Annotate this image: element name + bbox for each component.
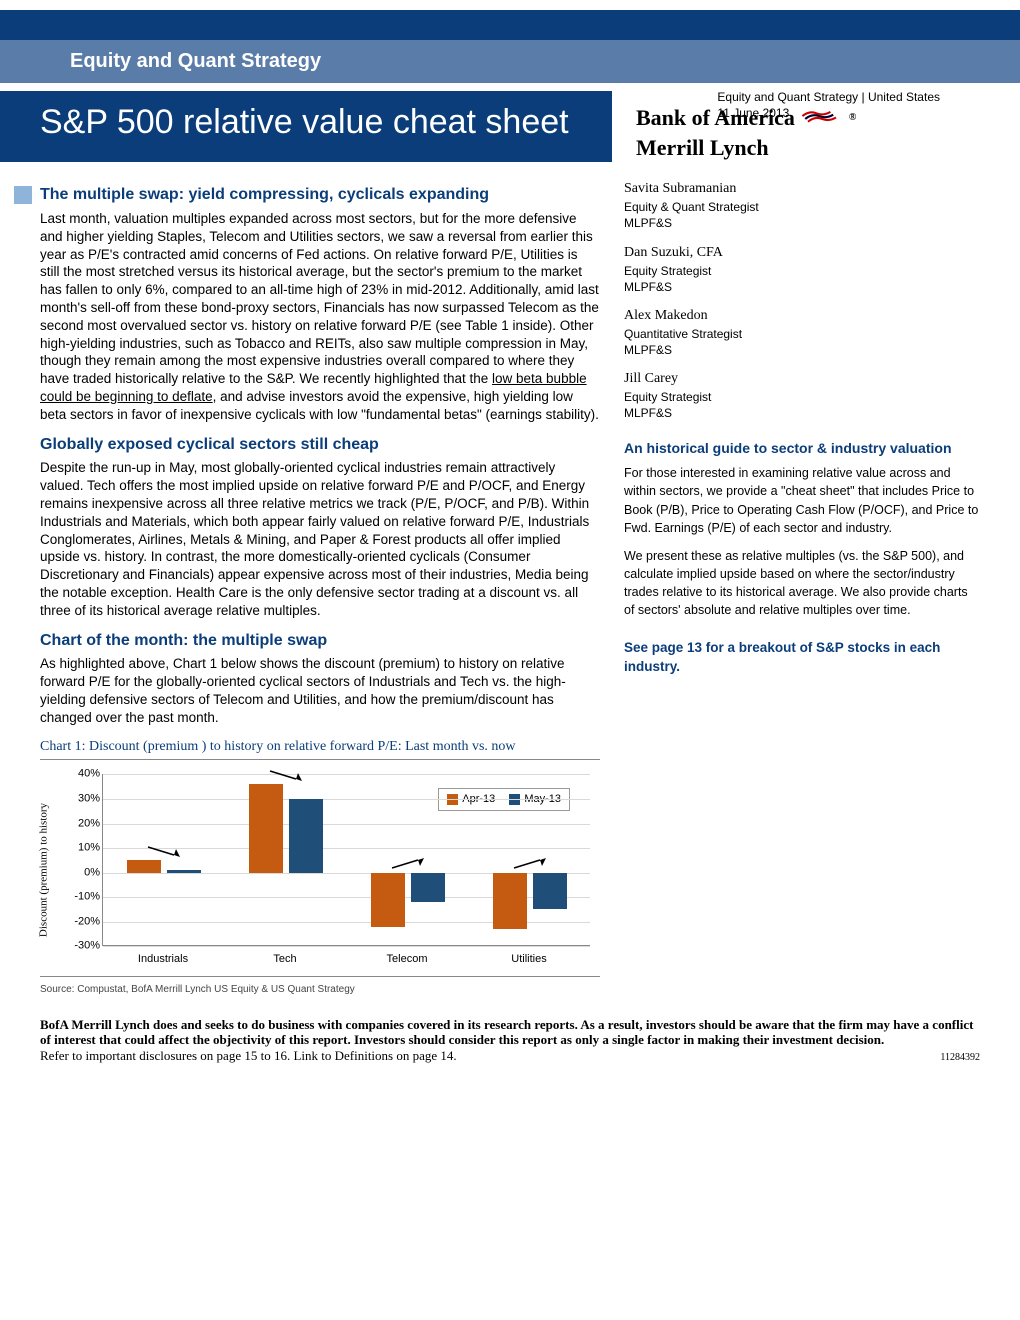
sidebar-see-page: See page 13 for a breakout of S&P stocks… bbox=[624, 639, 980, 675]
report-title: S&P 500 relative value cheat sheet bbox=[0, 91, 612, 162]
y-tick: -30% bbox=[66, 939, 100, 954]
body-s2: Despite the run-up in May, most globally… bbox=[40, 459, 600, 619]
trend-arrow-icon bbox=[268, 768, 304, 780]
body-s3: As highlighted above, Chart 1 below show… bbox=[40, 655, 600, 726]
author-name: Dan Suzuki, CFA bbox=[624, 244, 980, 263]
author-org: MLPF&S bbox=[624, 279, 980, 295]
trend-arrow-icon bbox=[390, 857, 426, 869]
bar-apr bbox=[371, 873, 405, 927]
disclaimer-bold: BofA Merrill Lynch does and seeks to do … bbox=[40, 1017, 973, 1048]
author-org: MLPF&S bbox=[624, 215, 980, 231]
disclaimer: BofA Merrill Lynch does and seeks to do … bbox=[0, 997, 1020, 1074]
x-tick: Industrials bbox=[138, 952, 188, 967]
author-block: Alex Makedon Quantitative Strategist MLP… bbox=[624, 307, 980, 358]
chart-source: Source: Compustat, BofA Merrill Lynch US… bbox=[40, 983, 600, 997]
y-axis-label: Discount (premium) to history bbox=[37, 803, 52, 937]
y-tick: -10% bbox=[66, 890, 100, 905]
bar-may bbox=[167, 870, 201, 872]
bar-may bbox=[289, 799, 323, 873]
bar-may bbox=[533, 873, 567, 910]
author-block: Dan Suzuki, CFA Equity Strategist MLPF&S bbox=[624, 244, 980, 295]
doc-id: 11284392 bbox=[940, 1052, 980, 1064]
heading-multiple-swap: The multiple swap: yield compressing, cy… bbox=[40, 184, 600, 206]
author-name: Jill Carey bbox=[624, 370, 980, 389]
meta-strip: Equity and Quant Strategy | United State… bbox=[717, 83, 980, 91]
sidebar-guide-title: An historical guide to sector & industry… bbox=[624, 439, 980, 458]
trend-arrow-icon bbox=[512, 857, 548, 869]
section-banner: Equity and Quant Strategy bbox=[0, 40, 1020, 83]
logo-line1: Bank of America bbox=[636, 103, 795, 133]
y-tick: 20% bbox=[66, 816, 100, 831]
author-org: MLPF&S bbox=[624, 342, 980, 358]
y-tick: 0% bbox=[66, 865, 100, 880]
logo-line2: Merrill Lynch bbox=[636, 133, 980, 163]
trend-arrow-icon bbox=[146, 844, 182, 856]
bofa-flag-icon bbox=[801, 103, 843, 133]
author-name: Savita Subramanian bbox=[624, 180, 980, 199]
author-role: Equity Strategist bbox=[624, 389, 980, 405]
author-block: Jill Carey Equity Strategist MLPF&S bbox=[624, 370, 980, 421]
heading-chart-of-month: Chart of the month: the multiple swap bbox=[40, 630, 600, 652]
author-role: Equity Strategist bbox=[624, 263, 980, 279]
chart-1: Discount (premium) to history 40%30%20%1… bbox=[50, 770, 590, 970]
y-tick: 30% bbox=[66, 792, 100, 807]
author-block: Savita Subramanian Equity & Quant Strate… bbox=[624, 180, 980, 231]
bar-apr bbox=[249, 784, 283, 872]
y-tick: -20% bbox=[66, 914, 100, 929]
x-tick: Utilities bbox=[511, 952, 546, 967]
heading-global-cyclicals: Globally exposed cyclical sectors still … bbox=[40, 434, 600, 456]
registered-mark: ® bbox=[849, 111, 856, 125]
disclaimer-line2: Refer to important disclosures on page 1… bbox=[40, 1048, 457, 1064]
author-role: Equity & Quant Strategist bbox=[624, 199, 980, 215]
author-org: MLPF&S bbox=[624, 405, 980, 421]
bofa-ml-logo: Bank of America ® Merrill Lynch bbox=[612, 91, 1020, 162]
sidebar-p1: For those interested in examining relati… bbox=[624, 464, 980, 537]
body-s1: Last month, valuation multiples expanded… bbox=[40, 210, 600, 424]
x-tick: Tech bbox=[273, 952, 296, 967]
author-name: Alex Makedon bbox=[624, 307, 980, 326]
author-role: Quantitative Strategist bbox=[624, 326, 980, 342]
bar-apr bbox=[127, 860, 161, 872]
bar-apr bbox=[493, 873, 527, 930]
y-tick: 40% bbox=[66, 767, 100, 782]
x-tick: Telecom bbox=[387, 952, 428, 967]
bar-may bbox=[411, 873, 445, 902]
y-tick: 10% bbox=[66, 841, 100, 856]
chart-title: Chart 1: Discount (premium ) to history … bbox=[40, 734, 600, 760]
sidebar-p2: We present these as relative multiples (… bbox=[624, 547, 980, 620]
